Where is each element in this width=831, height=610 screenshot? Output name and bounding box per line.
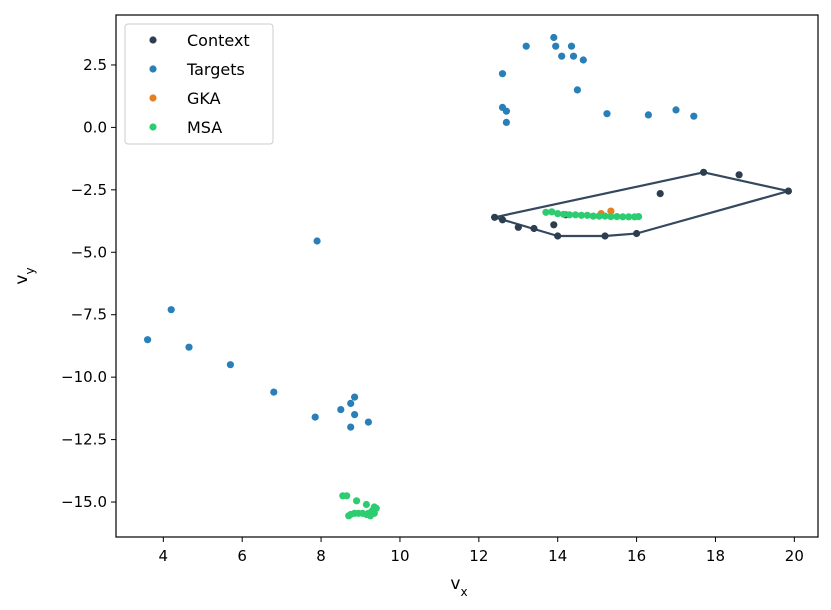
- point-targets-19: [185, 343, 193, 351]
- point-targets-12: [644, 111, 653, 119]
- point-msa-32: [370, 509, 378, 517]
- y-tick-label: −15.0: [61, 493, 107, 511]
- x-tick-label: 14: [548, 547, 567, 565]
- point-msa-10: [601, 212, 609, 220]
- y-tick-label: −2.5: [71, 181, 107, 199]
- point-msa-9: [595, 212, 603, 220]
- legend-marker-msa: [149, 123, 157, 131]
- x-axis-ticks: 4 6 8 10 12 14 16 18 20: [159, 537, 804, 565]
- point-targets-15: [502, 118, 510, 126]
- point-targets-0: [550, 33, 558, 42]
- point-targets-10: [502, 107, 510, 115]
- point-targets-4: [558, 52, 566, 60]
- point-targets-5: [569, 52, 578, 60]
- y-tick-label: −7.5: [71, 306, 107, 324]
- point-targets-23: [347, 399, 355, 407]
- point-targets-18: [144, 336, 152, 344]
- point-targets-11: [603, 110, 611, 118]
- point-context-9: [656, 190, 664, 198]
- x-tick-label: 16: [627, 547, 646, 565]
- point-context-0: [491, 213, 499, 221]
- point-msa-6: [577, 211, 586, 219]
- point-targets-1: [552, 42, 560, 50]
- plot-layer: [144, 33, 793, 520]
- x-tick-label: 18: [706, 547, 725, 565]
- point-context-5: [554, 232, 562, 240]
- point-targets-7: [498, 70, 507, 78]
- x-tick-label: 12: [469, 547, 488, 565]
- point-targets-2: [567, 42, 576, 50]
- y-tick-label: −10.0: [61, 368, 107, 386]
- point-targets-24: [337, 406, 345, 414]
- point-targets-6: [579, 56, 587, 64]
- point-context-11: [735, 171, 743, 179]
- point-targets-28: [347, 423, 355, 431]
- y-tick-label: 0.0: [83, 118, 107, 136]
- point-targets-14: [690, 112, 698, 120]
- point-targets-27: [364, 418, 372, 426]
- x-tick-label: 8: [316, 547, 326, 565]
- point-msa-7: [583, 211, 591, 219]
- point-msa-12: [613, 213, 621, 221]
- point-targets-22: [351, 393, 359, 401]
- point-msa-16: [635, 213, 643, 221]
- legend-label-gka: GKA: [187, 89, 221, 108]
- point-msa-3: [560, 210, 568, 218]
- point-context-7: [601, 232, 609, 240]
- y-axis-ticks: 2.5 0.0 −2.5 −5.0 −7.5 −10.0 −12.5 −15.0: [61, 56, 116, 511]
- point-msa-30: [345, 512, 353, 520]
- point-context-8: [633, 229, 641, 238]
- legend-marker-context: [149, 36, 157, 44]
- point-context-3: [530, 224, 538, 233]
- x-axis-label: vx: [450, 574, 467, 599]
- point-targets-17: [167, 306, 175, 314]
- point-msa-4: [565, 211, 574, 219]
- legend-label-msa: MSA: [187, 118, 222, 137]
- point-context-10: [700, 168, 708, 176]
- point-context-4: [550, 221, 558, 229]
- point-msa-5: [571, 211, 580, 219]
- point-msa-18: [343, 492, 351, 500]
- point-msa-0: [542, 208, 550, 216]
- legend-box: [124, 23, 274, 145]
- x-tick-label: 10: [390, 547, 409, 565]
- legend-label-context: Context: [187, 31, 250, 50]
- point-targets-8: [573, 86, 582, 94]
- point-targets-16: [313, 237, 321, 245]
- point-context-1: [498, 216, 507, 224]
- point-targets-13: [672, 106, 680, 114]
- legend-marker-targets: [149, 65, 157, 73]
- point-msa-2: [554, 210, 562, 218]
- legend-marker-gka: [149, 94, 157, 102]
- point-targets-25: [351, 411, 359, 419]
- y-axis-label: vy: [12, 267, 37, 284]
- point-context-2: [514, 223, 522, 231]
- x-tick-label: 4: [159, 547, 169, 565]
- point-msa-19: [353, 497, 361, 505]
- x-tick-label: 20: [785, 547, 804, 565]
- point-msa-1: [548, 208, 556, 216]
- point-msa-13: [619, 213, 627, 221]
- y-tick-label: −5.0: [71, 243, 107, 261]
- point-targets-21: [270, 388, 278, 396]
- context-hull-line: [494, 171, 790, 238]
- point-targets-20: [226, 361, 234, 369]
- point-msa-11: [607, 213, 615, 221]
- legend: Context Targets GKA MSA: [124, 23, 274, 145]
- point-targets-26: [311, 413, 319, 421]
- point-msa-8: [589, 212, 597, 220]
- plot-frame: [115, 14, 819, 538]
- point-msa-20: [362, 500, 370, 509]
- legend-label-targets: Targets: [186, 60, 245, 79]
- y-tick-label: −12.5: [61, 431, 107, 449]
- y-tick-label: 2.5: [83, 56, 107, 74]
- point-gka-0: [607, 207, 615, 215]
- point-msa-14: [625, 213, 633, 221]
- point-context-12: [784, 187, 793, 195]
- point-targets-3: [522, 42, 530, 50]
- x-tick-label: 6: [237, 547, 247, 565]
